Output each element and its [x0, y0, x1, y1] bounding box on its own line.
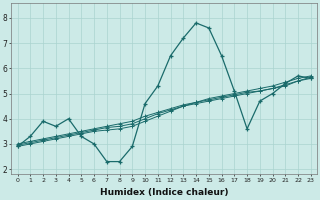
X-axis label: Humidex (Indice chaleur): Humidex (Indice chaleur) — [100, 188, 228, 197]
